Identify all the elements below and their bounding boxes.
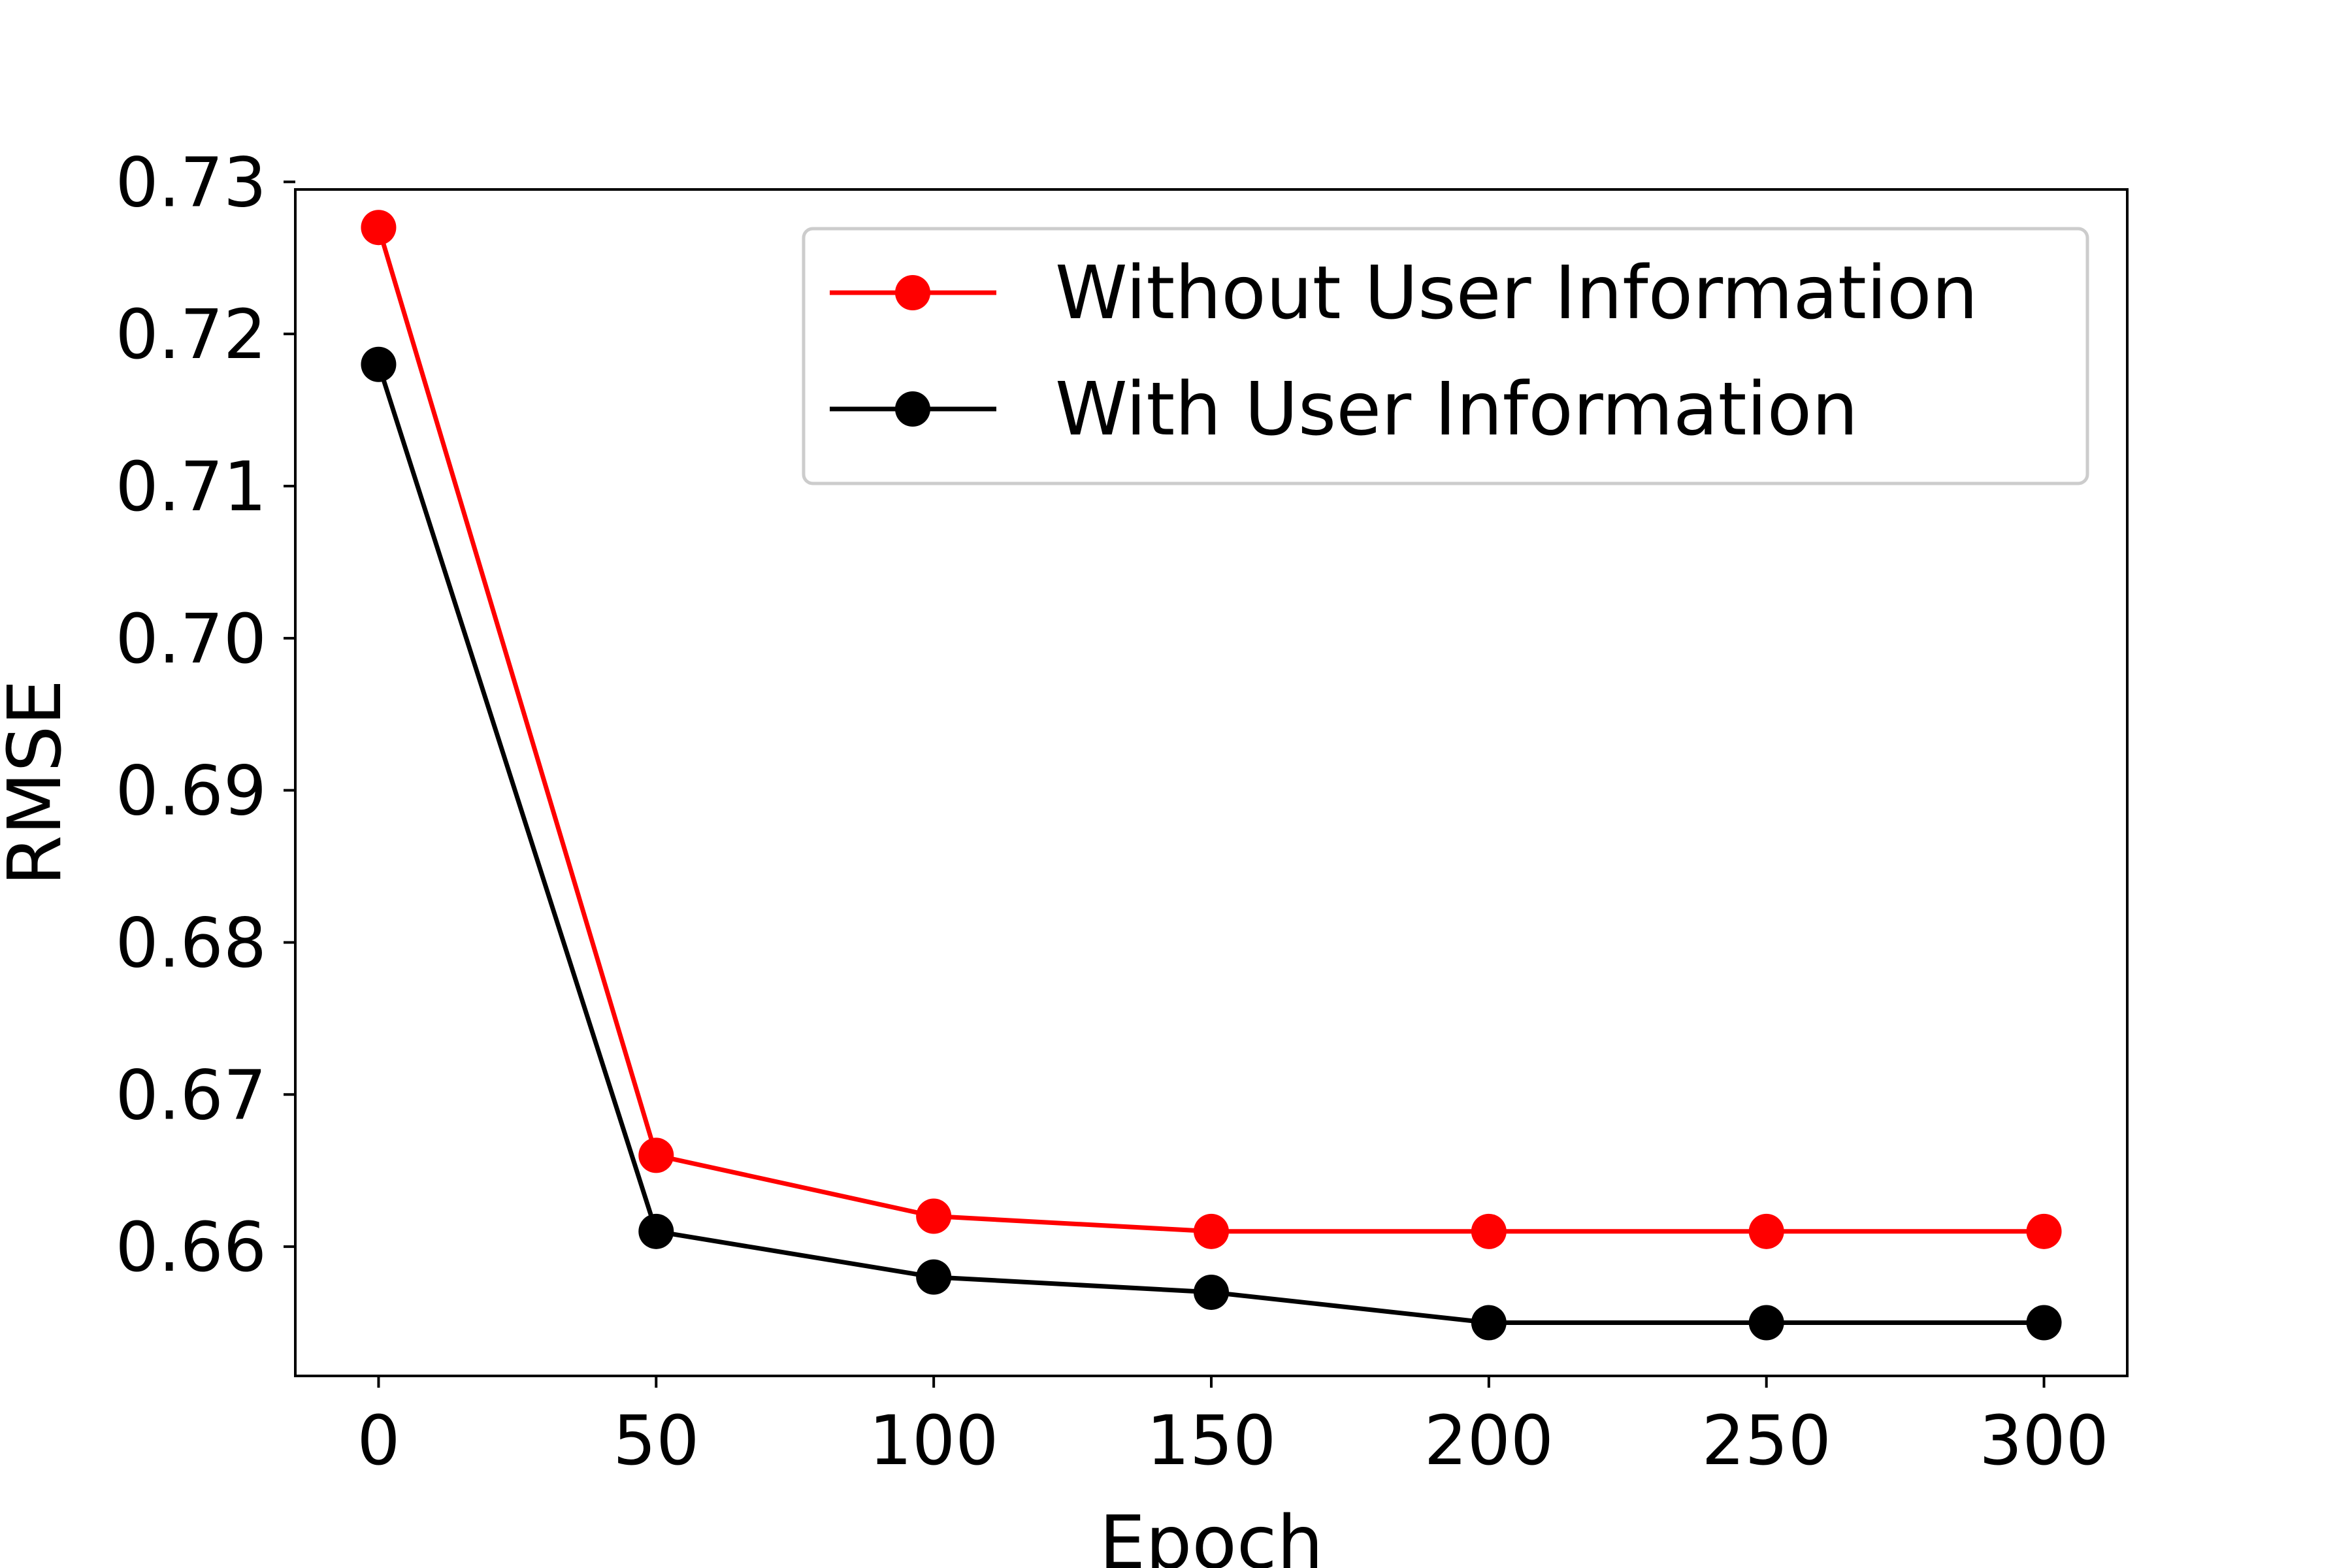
data-point xyxy=(1194,1213,1229,1249)
y-tick-label: 0.70 xyxy=(115,599,267,679)
data-point xyxy=(916,1198,952,1234)
data-point xyxy=(638,1137,674,1173)
data-point xyxy=(638,1213,674,1249)
data-point xyxy=(1471,1213,1507,1249)
x-tick-label: 50 xyxy=(613,1401,699,1480)
y-tick-label: 0.66 xyxy=(115,1207,267,1287)
x-tick-label: 250 xyxy=(1701,1401,1831,1480)
y-axis-label: RMSE xyxy=(0,679,78,886)
legend-label: With User Information xyxy=(1055,367,1858,452)
data-point xyxy=(916,1259,952,1295)
plot-frame xyxy=(294,188,2129,1377)
plot-series xyxy=(361,210,2062,1341)
y-tick-label: 0.72 xyxy=(115,295,267,374)
data-point xyxy=(2026,1213,2062,1249)
x-axis-label: Epoch xyxy=(1100,1501,1324,1568)
series-0 xyxy=(361,210,2062,1249)
x-axis: 0 50 100 150 200 250 300 xyxy=(357,1376,2109,1480)
legend: Without User Information With User Inform… xyxy=(802,227,2089,485)
data-point xyxy=(361,346,397,382)
data-point xyxy=(361,210,397,246)
y-tick-label: 0.71 xyxy=(115,447,267,527)
data-point xyxy=(1194,1274,1229,1310)
legend-marker xyxy=(895,275,930,310)
x-tick-label: 200 xyxy=(1424,1401,1554,1480)
x-tick-label: 300 xyxy=(1979,1401,2109,1480)
x-tick-label: 150 xyxy=(1147,1401,1277,1480)
y-tick-label: 0.69 xyxy=(115,751,267,831)
legend-box xyxy=(802,227,2089,485)
y-tick-label: 0.68 xyxy=(115,903,267,983)
data-point xyxy=(1471,1305,1507,1341)
x-tick-label: 0 xyxy=(357,1401,400,1480)
data-point xyxy=(1748,1213,1784,1249)
y-axis: 0.66 0.67 0.68 0.69 0.70 0.71 0.72 0.73 xyxy=(115,142,295,1287)
x-tick-label: 100 xyxy=(869,1401,999,1480)
y-tick-label: 0.73 xyxy=(115,142,267,222)
legend-label: Without User Information xyxy=(1055,251,1978,336)
y-tick-label: 0.67 xyxy=(115,1055,267,1135)
series-1 xyxy=(361,346,2062,1341)
legend-marker xyxy=(895,391,930,427)
data-point xyxy=(1748,1305,1784,1341)
data-point xyxy=(2026,1305,2062,1341)
